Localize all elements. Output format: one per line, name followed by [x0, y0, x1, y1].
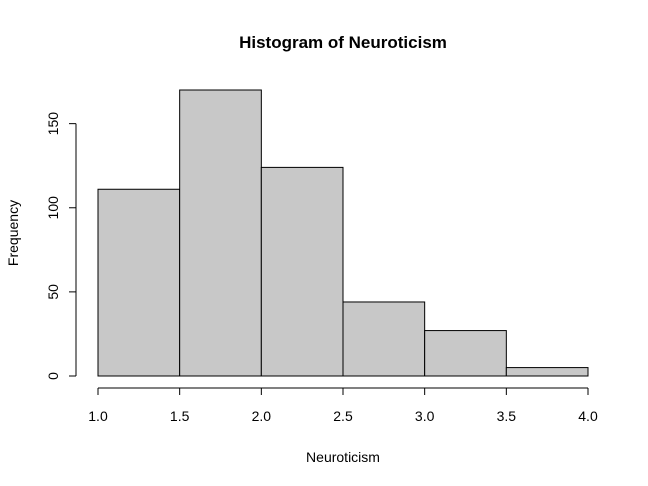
y-tick-label: 0 — [45, 372, 61, 380]
x-tick-label: 2.0 — [252, 408, 272, 424]
y-axis-label: Frequency — [5, 200, 21, 266]
y-axis: 0 50 100 150 — [45, 112, 77, 380]
x-tick-label: 1.5 — [170, 408, 190, 424]
histogram-bar — [342, 301, 426, 377]
chart-title: Histogram of Neuroticism — [239, 33, 447, 52]
y-tick-label: 150 — [45, 112, 61, 136]
x-tick-label: 3.5 — [497, 408, 517, 424]
x-tick-label: 3.0 — [415, 408, 435, 424]
histogram-bar — [424, 330, 507, 377]
y-tick-label: 50 — [45, 284, 61, 300]
bars-group — [97, 89, 589, 377]
histogram-bar — [179, 89, 262, 377]
x-axis-label: Neuroticism — [306, 449, 380, 465]
histogram-bar — [97, 188, 181, 377]
x-axis: 1.0 1.5 2.0 2.5 3.0 3.5 4.0 — [88, 387, 598, 424]
histogram-bar — [505, 367, 589, 377]
x-tick-label: 2.5 — [333, 408, 353, 424]
y-tick-label: 100 — [45, 196, 61, 220]
x-tick-label: 4.0 — [578, 408, 598, 424]
histogram-bar — [260, 166, 344, 377]
x-tick-label: 1.0 — [88, 408, 108, 424]
